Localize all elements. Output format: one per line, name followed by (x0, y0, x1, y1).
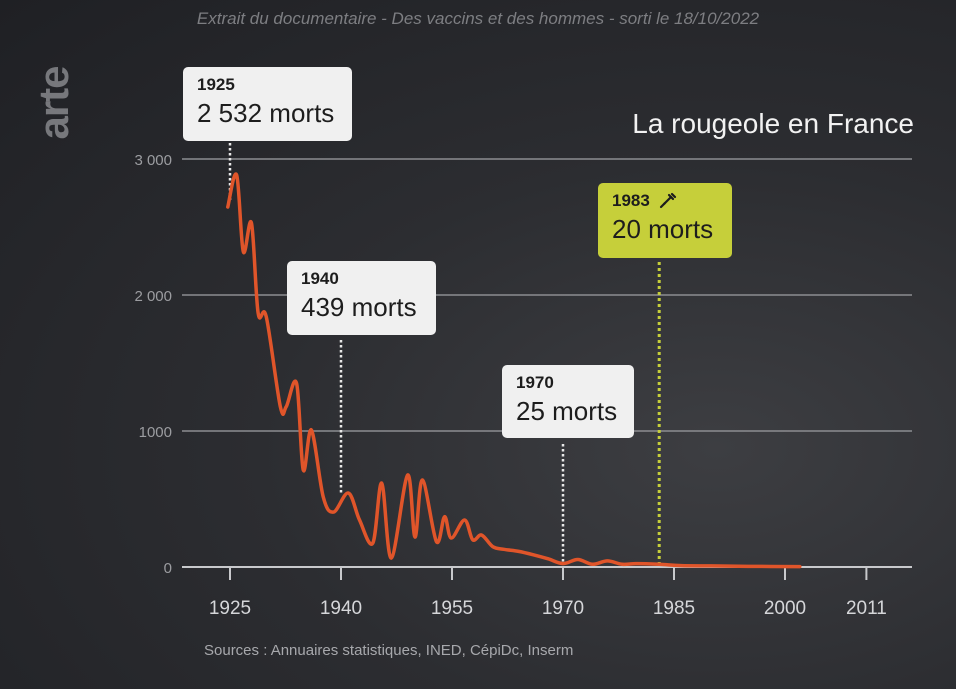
annotation-year: 1983 (612, 191, 650, 210)
annotation-year: 1970 (516, 373, 554, 392)
x-tick-label: 1925 (209, 598, 251, 619)
annotation-1925: 1925 2 532 morts (183, 67, 352, 141)
annotation-1970: 1970 25 morts (502, 365, 634, 438)
series-line-measles-deaths (226, 172, 802, 569)
annotation-year-row: 1983 (612, 191, 718, 211)
x-tick-label: 2011 (846, 598, 887, 619)
x-tick-label: 1955 (431, 598, 473, 619)
annotation-year: 1940 (301, 269, 339, 288)
caption: Extrait du documentaire - Des vaccins et… (196, 9, 760, 28)
annotation-value: 2 532 morts (197, 98, 335, 128)
annotation-value: 20 morts (612, 214, 714, 244)
annotation-year: 1925 (197, 75, 235, 94)
x-tick-label: 1940 (320, 598, 362, 619)
annotation-1940: 1940 439 morts (287, 261, 436, 335)
chart-title: La rougeole en France (632, 108, 914, 139)
annotation-value: 439 morts (301, 292, 417, 322)
syringe-icon (659, 192, 676, 209)
x-tick-label: 2000 (764, 598, 806, 619)
x-tick-label: 1970 (542, 598, 584, 619)
y-tick-label: 3 000 (134, 152, 172, 169)
annotation-value: 25 morts (516, 396, 618, 426)
y-tick-label: 2 000 (134, 288, 172, 305)
annotation-1983: 1983 20 morts (598, 183, 732, 258)
y-tick-label: 0 (164, 560, 172, 577)
x-tick-label: 1985 (653, 598, 695, 619)
sources-note: Sources : Annuaires statistiques, INED, … (204, 642, 574, 659)
arte-logo: arte (30, 66, 77, 140)
y-tick-label: 1000 (139, 424, 172, 441)
